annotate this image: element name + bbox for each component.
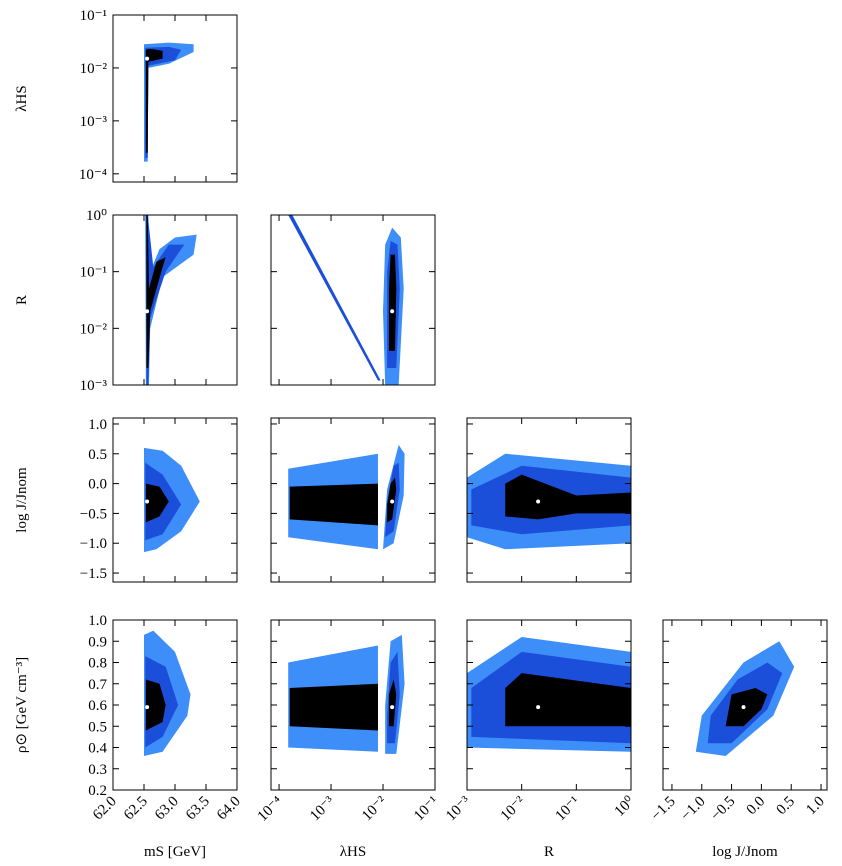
y-tick-label: 0.3 [88,762,107,778]
x-axis-label: R [544,844,554,860]
y-axis-label: R [14,295,30,305]
panel [145,215,197,385]
best-fit-point [536,499,541,504]
panel [288,634,405,754]
best-fit-point [390,499,395,504]
y-tick-label: 0.5 [88,447,107,463]
credible-region [505,673,631,727]
y-tick-label: 10⁻¹ [80,8,107,24]
y-tick-label: 10⁻² [80,61,108,77]
y-axis-label: ρ⊙ [GeV cm⁻³] [14,657,30,753]
panel-frame [112,14,238,183]
x-tick-label: −1.5 [648,794,679,825]
best-fit-point [145,499,150,504]
y-tick-label: 10⁻¹ [80,265,107,281]
panel [144,42,194,162]
x-tick-label: 63.0 [152,794,182,824]
panel [144,447,200,553]
y-axis-label: log J/Jnom [14,467,30,533]
credible-region [388,254,397,351]
credible-region [146,215,166,368]
credible-region [145,679,166,731]
y-tick-label: 10⁻³ [80,114,108,130]
y-tick-label: 10⁻⁴ [79,167,107,183]
credible-region [388,679,397,727]
y-tick-label: 0.6 [88,698,107,714]
y-tick-label: 0.4 [88,741,107,757]
x-tick-label: 63.5 [183,794,213,824]
y-tick-label: 0.7 [88,677,107,693]
x-tick-label: −1.0 [678,794,709,825]
y-tick-label: 0.8 [88,656,107,672]
y-tick-label: −0.5 [80,506,107,522]
credible-region [725,688,768,727]
y-tick-label: −1.5 [80,566,107,582]
y-tick-label: 1.0 [88,417,107,433]
y-tick-label: −1.0 [80,536,107,552]
credible-region [505,474,631,520]
x-tick-label: 1.0 [803,794,828,819]
credible-region [145,483,169,523]
y-axis-label: λHS [14,85,30,111]
x-axis-label: λHS [340,844,366,860]
x-tick-label: 10⁻³ [443,793,474,824]
x-tick-label: 10⁰ [612,794,638,820]
best-fit-point [145,309,150,314]
x-tick-label: 64.0 [214,794,244,824]
x-axis-label: log J/Jnom [712,844,778,860]
x-tick-label: −0.5 [708,794,739,825]
x-tick-label: 10⁻¹ [411,794,442,825]
x-tick-label: 10⁻⁴ [255,794,286,825]
best-fit-point [390,309,395,314]
y-tick-label: 0.9 [88,634,107,650]
credible-region [145,215,185,385]
credible-region [289,683,378,731]
best-fit-point [536,705,541,710]
panel [467,453,631,550]
panel-frame [270,214,436,386]
x-tick-label: 10⁻² [498,793,529,824]
panel [695,641,795,756]
y-tick-label: 10⁻² [80,321,108,337]
y-tick-label: 1.0 [88,613,107,629]
panel [288,215,404,385]
x-tick-label: 10⁻³ [307,793,338,824]
x-tick-label: 0.0 [744,794,769,819]
best-fit-point [145,705,150,710]
y-tick-label: 0.5 [88,719,107,735]
x-tick-label: 0.5 [773,794,798,819]
y-tick-label: 10⁻³ [80,378,108,394]
x-tick-label: 10⁻¹ [552,794,583,825]
x-tick-label: 10⁻² [359,793,390,824]
best-fit-point [741,705,746,710]
credible-region [288,215,381,381]
panel [467,637,631,752]
panel-frame [270,417,436,583]
best-fit-point [390,705,395,710]
panel [288,444,405,550]
panel-frame [466,417,632,583]
y-tick-label: 10⁰ [86,208,107,224]
y-tick-label: 0.0 [88,477,107,493]
x-tick-label: 62.5 [121,794,151,824]
credible-region [145,215,197,385]
best-fit-point [145,56,150,61]
credible-region [289,483,378,526]
y-tick-label: 0.2 [88,783,107,799]
panel [144,630,191,756]
x-axis-label: mS [GeV] [144,844,206,860]
